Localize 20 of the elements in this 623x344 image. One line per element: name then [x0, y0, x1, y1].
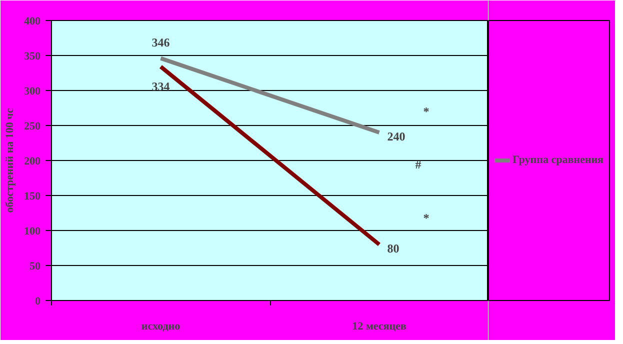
y-tick-label: 300 — [24, 86, 41, 98]
data-label: 80 — [387, 242, 400, 256]
x-tick-label: 12 месяцев — [352, 320, 406, 332]
y-tick-label: 50 — [30, 260, 41, 272]
y-tick-label: 0 — [35, 296, 41, 308]
legend-label: Группа сравнения — [512, 154, 604, 166]
data-label: 240 — [387, 130, 406, 144]
y-tick-label: 150 — [24, 190, 41, 202]
annotation: * — [423, 210, 430, 225]
annotation: * — [423, 104, 430, 118]
annotation: # — [415, 158, 422, 172]
x-tick-label: исходно — [141, 320, 181, 332]
y-axis-title: обострений на 100 чс — [4, 108, 16, 213]
y-tick-label: 400 — [24, 16, 41, 28]
y-tick-label: 100 — [24, 226, 41, 238]
y-tick-label: 200 — [24, 156, 41, 168]
y-tick-label: 350 — [24, 50, 41, 62]
data-label: 346 — [152, 35, 170, 50]
data-label: 334 — [152, 80, 170, 94]
y-tick-label: 250 — [24, 120, 41, 132]
